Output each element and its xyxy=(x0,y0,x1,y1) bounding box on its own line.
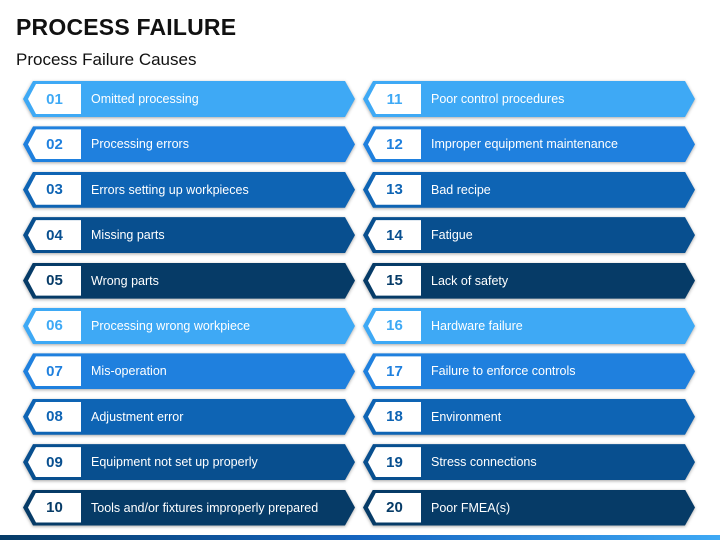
item-label: Hardware failure xyxy=(431,318,523,333)
item-number: 11 xyxy=(386,90,403,108)
cause-item-02: 02 Processing errors xyxy=(23,126,355,162)
item-label: Mis-operation xyxy=(91,364,167,379)
cause-item-14: 14 Fatigue xyxy=(363,217,695,253)
item-number: 06 xyxy=(46,317,63,335)
item-number: 09 xyxy=(46,453,63,471)
number-tab: 01 xyxy=(28,84,81,114)
number-tab: 07 xyxy=(28,356,81,387)
cause-item-13: 13 Bad recipe xyxy=(363,172,695,208)
item-number: 08 xyxy=(46,408,63,426)
item-number: 17 xyxy=(386,362,403,380)
number-tab: 16 xyxy=(368,310,421,341)
cause-item-11: 11 Poor control procedures xyxy=(363,81,695,117)
cause-item-05: 05 Wrong parts xyxy=(23,263,355,299)
item-number: 14 xyxy=(386,226,403,244)
number-tab: 12 xyxy=(368,129,421,160)
item-number: 15 xyxy=(386,272,403,290)
number-tab: 18 xyxy=(368,401,421,432)
item-number: 05 xyxy=(46,272,63,290)
number-tab: 09 xyxy=(28,447,81,478)
cause-item-08: 08 Adjustment error xyxy=(23,399,355,435)
cause-item-15: 15 Lack of safety xyxy=(363,263,695,299)
item-number: 19 xyxy=(386,453,403,471)
item-label: Lack of safety xyxy=(431,273,509,288)
cause-item-16: 16 Hardware failure xyxy=(363,308,695,344)
item-label: Improper equipment maintenance xyxy=(431,137,618,152)
cause-item-18: 18 Environment xyxy=(363,399,695,435)
item-number: 03 xyxy=(46,181,63,199)
right-column: 11 Poor control procedures 12 Improper equ… xyxy=(363,81,695,535)
item-label: Processing errors xyxy=(91,137,189,152)
item-number: 20 xyxy=(386,499,403,517)
item-number: 04 xyxy=(46,226,63,244)
cause-item-06: 06 Processing wrong workpiece xyxy=(23,308,355,344)
number-tab: 14 xyxy=(368,220,421,251)
item-number: 10 xyxy=(46,499,63,517)
number-tab: 06 xyxy=(28,310,81,341)
cause-item-12: 12 Improper equipment maintenance xyxy=(363,126,695,162)
item-number: 02 xyxy=(46,135,63,153)
item-label: Adjustment error xyxy=(91,409,184,424)
cause-item-03: 03 Errors setting up workpieces xyxy=(23,172,355,208)
cause-item-10: 10 Tools and/or fixtures improperly prepa… xyxy=(23,490,355,526)
item-label: Bad recipe xyxy=(431,182,491,197)
cause-item-04: 04 Missing parts xyxy=(23,217,355,253)
page-subtitle: Process Failure Causes xyxy=(16,50,197,69)
item-number: 12 xyxy=(386,135,403,153)
item-number: 13 xyxy=(386,181,403,199)
number-tab: 02 xyxy=(28,129,81,160)
number-tab: 17 xyxy=(368,356,421,387)
number-tab: 05 xyxy=(28,265,81,296)
item-label: Processing wrong workpiece xyxy=(91,318,251,333)
number-tab: 19 xyxy=(368,447,421,478)
number-tab: 15 xyxy=(368,265,421,296)
number-tab: 13 xyxy=(368,174,421,205)
cause-item-20: 20 Poor FMEA(s) xyxy=(363,490,695,526)
left-column: 01 Omitted processing 02 Processing errors… xyxy=(23,81,355,535)
item-label: Wrong parts xyxy=(91,273,159,288)
item-label: Poor control procedures xyxy=(431,92,565,106)
cause-item-17: 17 Failure to enforce controls xyxy=(363,353,695,389)
number-tab: 11 xyxy=(368,84,421,114)
item-label: Omitted processing xyxy=(91,92,199,106)
page-title: PROCESS FAILURE xyxy=(16,14,237,40)
cause-item-01: 01 Omitted processing xyxy=(23,81,355,117)
item-number: 07 xyxy=(46,362,63,380)
item-label: Missing parts xyxy=(91,228,165,243)
number-tab: 08 xyxy=(28,401,81,432)
item-label: Equipment not set up properly xyxy=(91,455,258,470)
item-label: Tools and/or fixtures improperly prepare… xyxy=(91,500,319,515)
number-tab: 04 xyxy=(28,220,81,251)
number-tab: 03 xyxy=(28,174,81,205)
item-label: Fatigue xyxy=(431,228,473,243)
cause-item-09: 09 Equipment not set up properly xyxy=(23,444,355,480)
item-number: 18 xyxy=(386,408,403,426)
item-label: Poor FMEA(s) xyxy=(431,500,511,515)
item-number: 16 xyxy=(386,317,403,335)
item-label: Stress connections xyxy=(431,455,537,470)
number-tab: 10 xyxy=(28,492,81,523)
bottom-accent-bar xyxy=(0,535,720,540)
item-label: Errors setting up workpieces xyxy=(91,182,249,197)
number-tab: 20 xyxy=(368,492,421,523)
cause-item-19: 19 Stress connections xyxy=(363,444,695,480)
cause-item-07: 07 Mis-operation xyxy=(23,353,355,389)
item-label: Environment xyxy=(431,409,502,424)
item-label: Failure to enforce controls xyxy=(431,364,576,379)
item-number: 01 xyxy=(46,90,63,108)
